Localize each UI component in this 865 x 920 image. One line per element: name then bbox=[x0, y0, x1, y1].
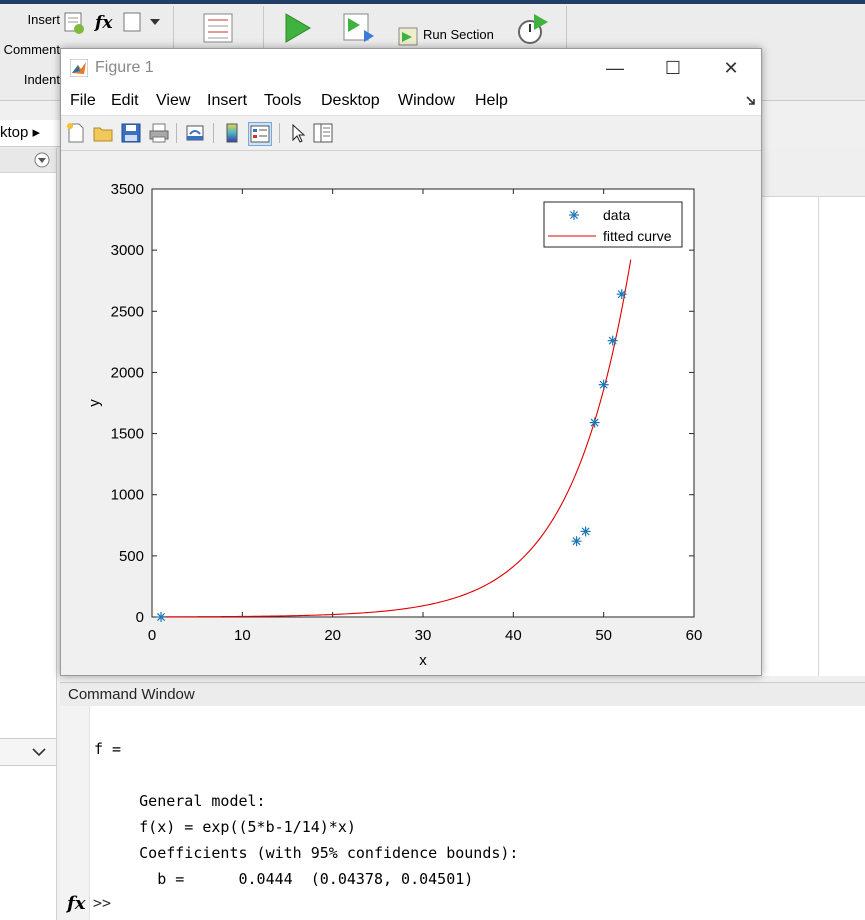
workspace-panel bbox=[760, 148, 865, 676]
panel-menu-icon[interactable] bbox=[34, 152, 50, 168]
print-icon[interactable] bbox=[148, 122, 170, 144]
command-window-gutter bbox=[60, 706, 90, 920]
menu-edit[interactable]: Edit bbox=[111, 92, 139, 109]
workspace-column-divider bbox=[818, 196, 819, 676]
comment-button[interactable]: Comment bbox=[3, 42, 60, 57]
run-and-time-icon[interactable] bbox=[516, 12, 550, 46]
dock-arrow-icon[interactable] bbox=[745, 95, 757, 107]
data-point bbox=[598, 379, 609, 390]
new-figure-icon[interactable] bbox=[65, 122, 87, 144]
y-tick-label: 3500 bbox=[111, 181, 144, 198]
output-line: General model: bbox=[94, 792, 266, 810]
legend[interactable]: data fitted curve bbox=[543, 201, 683, 248]
axis-tick-labels: 0 10 20 30 40 50 60 0 500 1000 1500 2000 2500 3000 350… bbox=[111, 181, 703, 644]
menu-window[interactable]: Window bbox=[398, 92, 455, 109]
axis-ticks bbox=[151, 188, 695, 618]
maximize-button[interactable]: ☐ bbox=[664, 58, 682, 78]
x-axis-label: x bbox=[419, 652, 427, 669]
x-tick-label: 20 bbox=[324, 627, 341, 644]
command-prompt[interactable]: >> bbox=[93, 894, 112, 912]
figure-title-bar: Figure 1 — ☐ ✕ bbox=[61, 49, 761, 87]
toolbar-separator bbox=[279, 123, 280, 143]
command-window-title-bar: Command Window bbox=[60, 682, 865, 708]
menu-help[interactable]: Help bbox=[475, 92, 508, 109]
run-and-advance-icon[interactable] bbox=[342, 10, 378, 46]
command-window-title: Command Window bbox=[68, 686, 195, 703]
menu-file[interactable]: File bbox=[70, 92, 96, 109]
x-tick-label: 30 bbox=[415, 627, 432, 644]
data-point bbox=[156, 612, 167, 622]
y-axis-label: y bbox=[86, 399, 103, 407]
command-window-body[interactable] bbox=[60, 706, 865, 920]
y-tick-label: 1500 bbox=[111, 426, 144, 443]
insert-legend-icon[interactable] bbox=[248, 122, 272, 146]
output-line: f = bbox=[94, 740, 122, 758]
minimize-button[interactable]: — bbox=[606, 58, 624, 78]
link-plot-icon[interactable] bbox=[184, 122, 206, 144]
details-dropdown[interactable] bbox=[0, 738, 56, 766]
y-tick-label: 3000 bbox=[111, 242, 144, 259]
insert-tools-icons[interactable]: fx bbox=[63, 9, 173, 37]
svg-text:fx: fx bbox=[94, 13, 113, 33]
run-section-button[interactable]: Run Section bbox=[423, 27, 494, 42]
y-tick-label: 2000 bbox=[111, 364, 144, 381]
x-tick-label: 40 bbox=[505, 627, 522, 644]
data-point bbox=[580, 526, 591, 537]
insert-button[interactable]: Insert bbox=[27, 12, 60, 27]
legend-marker-data bbox=[569, 210, 579, 220]
series-line-fitted-curve bbox=[161, 259, 632, 618]
x-tick-label: 10 bbox=[234, 627, 251, 644]
run-section-icon[interactable] bbox=[398, 27, 420, 47]
axes-box bbox=[151, 188, 695, 618]
data-point bbox=[607, 335, 618, 346]
data-point bbox=[589, 417, 600, 428]
open-file-icon[interactable] bbox=[92, 122, 114, 144]
toolbar-separator bbox=[213, 123, 214, 143]
figure-menu-bar: File Edit View Insert Tools Desktop Wind… bbox=[61, 87, 761, 115]
close-button[interactable]: ✕ bbox=[723, 58, 739, 78]
workspace-header bbox=[760, 148, 865, 197]
current-folder-panel bbox=[0, 148, 57, 920]
series-markers-data bbox=[156, 289, 627, 622]
menu-insert[interactable]: Insert bbox=[207, 92, 248, 109]
y-tick-label: 500 bbox=[119, 548, 144, 565]
menu-desktop[interactable]: Desktop bbox=[321, 92, 380, 109]
y-tick-label: 2500 bbox=[111, 303, 144, 320]
data-point bbox=[616, 289, 627, 300]
toolbar-separator bbox=[176, 123, 177, 143]
section-break-icon[interactable] bbox=[202, 12, 236, 44]
matlab-logo-icon bbox=[70, 59, 88, 77]
menu-tools[interactable]: Tools bbox=[264, 92, 302, 109]
insert-colorbar-icon[interactable] bbox=[221, 122, 243, 144]
output-line: Coefficients (with 95% confidence bounds… bbox=[94, 844, 519, 862]
legend-star-marker bbox=[569, 210, 579, 220]
title-strip bbox=[0, 0, 865, 4]
property-editor-icon[interactable] bbox=[312, 122, 334, 144]
legend-label-data: data bbox=[603, 207, 630, 223]
current-folder-header bbox=[0, 148, 56, 173]
data-point bbox=[571, 536, 582, 547]
figure-title: Figure 1 bbox=[95, 59, 154, 76]
x-tick-label: 60 bbox=[686, 627, 703, 644]
output-line: b = 0.0444 (0.04378, 0.04501) bbox=[94, 870, 474, 888]
menu-view[interactable]: View bbox=[156, 92, 191, 109]
y-tick-label: 1000 bbox=[111, 487, 144, 504]
figure-toolbar bbox=[61, 115, 761, 151]
y-tick-label: 0 bbox=[136, 609, 144, 626]
save-icon[interactable] bbox=[120, 122, 142, 144]
run-icon[interactable] bbox=[282, 12, 312, 44]
legend-label-fitted-curve: fitted curve bbox=[603, 228, 672, 244]
indent-button[interactable]: Indent bbox=[23, 72, 60, 87]
legend-box bbox=[543, 201, 683, 248]
address-bar[interactable]: ktop ▸ bbox=[0, 120, 60, 147]
x-tick-label: 0 bbox=[148, 627, 156, 644]
output-line: f(x) = exp((5*b-1/14)*x) bbox=[94, 818, 356, 836]
x-tick-label: 50 bbox=[595, 627, 612, 644]
pointer-icon[interactable] bbox=[287, 122, 309, 144]
function-browser-icon[interactable]: fx bbox=[67, 893, 86, 914]
chevron-down-icon bbox=[32, 748, 46, 757]
